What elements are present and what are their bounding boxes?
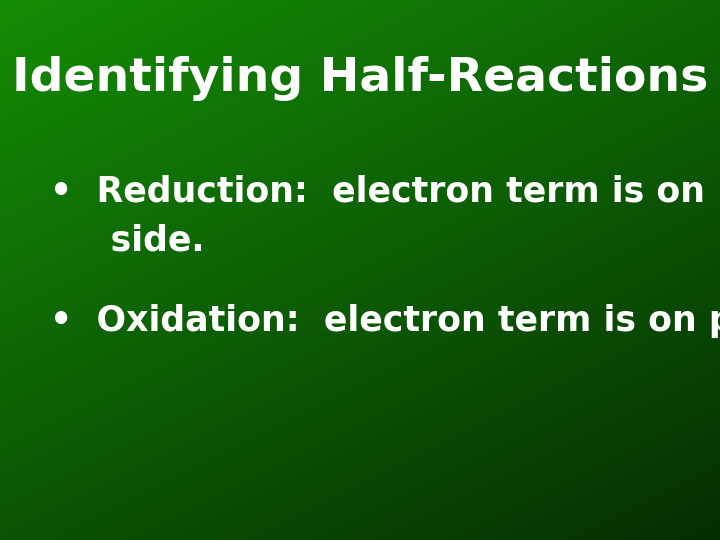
Text: side.: side. [50, 224, 205, 257]
Text: •  Reduction:  electron term is on reactant: • Reduction: electron term is on reactan… [50, 175, 720, 208]
Text: •  Oxidation:  electron term is on product side.: • Oxidation: electron term is on product… [50, 305, 720, 338]
Text: Identifying Half-Reactions: Identifying Half-Reactions [12, 56, 708, 101]
